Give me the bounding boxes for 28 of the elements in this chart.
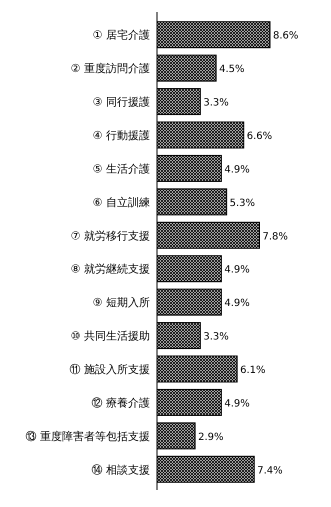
data-label: 5.3%	[230, 198, 256, 209]
y-tick-label: ④ 行動援護	[92, 129, 150, 142]
y-tick-label: ⑥ 自立訓練	[92, 196, 150, 209]
y-tick-label: ⑩ 共同生活援助	[70, 330, 150, 343]
data-label: 4.9%	[224, 298, 250, 310]
data-label: 6.6%	[246, 131, 272, 142]
data-label: 6.1%	[240, 365, 266, 376]
y-tick-label: ⑧ 就労継続支援	[70, 262, 150, 276]
y-tick-label: ③ 同行援護	[92, 96, 150, 109]
data-label: 4.5%	[219, 64, 245, 76]
data-label: 3.3%	[203, 332, 229, 343]
data-label: 4.9%	[224, 264, 250, 276]
y-tick-label: ⑦ 就労移行支援	[70, 229, 150, 242]
y-tick-label: ⑭ 相談支援	[92, 463, 150, 476]
y-tick-label: ⑬ 重度障害者等包括支援	[26, 430, 150, 443]
data-label: 4.9%	[224, 164, 250, 176]
data-label: 4.9%	[224, 398, 250, 410]
data-label: 7.8%	[262, 231, 288, 242]
data-label: 8.6%	[273, 30, 298, 42]
y-tick-label: ⑨ 短期入所	[92, 296, 150, 310]
y-tick-label: ⑫ 療養介護	[92, 396, 150, 410]
y-tick-label: ⑤ 生活介護	[92, 162, 150, 176]
y-tick-label: ① 居宅介護	[92, 28, 150, 42]
y-tick-label: ⑪ 施設入所支援	[70, 363, 150, 376]
data-label: 3.3%	[203, 98, 229, 109]
data-label: 7.4%	[257, 465, 283, 476]
data-label: 2.9%	[198, 432, 224, 443]
y-tick-label: ② 重度訪問介護	[70, 62, 150, 76]
